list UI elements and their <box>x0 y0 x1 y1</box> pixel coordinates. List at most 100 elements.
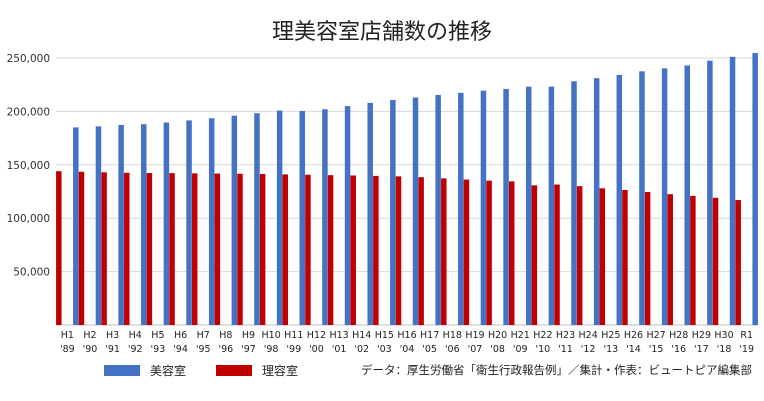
x-tick-label-year: '18 <box>717 344 732 355</box>
x-tick-label-era: H7 <box>197 330 210 341</box>
x-tick-label-year: '11 <box>558 344 573 355</box>
bar-barber <box>622 190 628 325</box>
x-tick-label-year: '05 <box>422 344 437 355</box>
bar-barber <box>191 173 198 325</box>
bar-barber <box>169 173 175 325</box>
bar-barber <box>124 172 130 325</box>
x-tick-label-era: H26 <box>624 330 643 341</box>
x-tick-label-era: H21 <box>511 330 530 341</box>
y-axis-tick-labels: 50,000 100,000 150,000 200,000 250,000 <box>7 53 50 279</box>
bar-barber <box>508 181 515 325</box>
x-tick-label-era: H14 <box>352 330 371 341</box>
x-tick-label-year: '10 <box>536 344 551 355</box>
x-tick-label-year: '12 <box>581 344 596 355</box>
bar-beauty <box>231 115 238 325</box>
bar-barber <box>735 200 741 325</box>
bar-beauty <box>616 74 623 326</box>
y-tick-label: 200,000 <box>7 106 50 118</box>
bar-barber <box>259 173 266 325</box>
bar-barber <box>282 174 289 325</box>
x-tick-label-era: H29 <box>692 330 711 341</box>
x-tick-label-year: '01 <box>332 344 347 355</box>
x-tick-label-year: '07 <box>468 344 483 355</box>
bar-barber <box>531 185 538 325</box>
bar-beauty <box>299 110 306 325</box>
x-tick-label-year: '13 <box>603 344 618 355</box>
y-tick-label: 150,000 <box>7 160 50 172</box>
bar-barber <box>441 178 447 325</box>
bar-barber <box>146 173 153 325</box>
bar-beauty <box>186 120 192 325</box>
x-tick-label-era: H4 <box>129 330 142 341</box>
bar-beauty <box>707 60 713 326</box>
bar-beauty <box>73 127 79 325</box>
legend-swatch-beauty <box>104 365 140 376</box>
x-tick-label-era: H19 <box>465 330 484 341</box>
x-tick-label-era: R1 <box>740 330 753 341</box>
x-tick-label-era: H9 <box>242 330 255 341</box>
x-tick-label-era: H30 <box>714 330 733 341</box>
chart-title: 理美容室店舗数の推移 <box>271 20 492 45</box>
bar-barber <box>486 180 492 325</box>
bar-barber <box>690 195 696 325</box>
x-tick-label-year: '19 <box>739 344 754 355</box>
x-tick-label-era: H6 <box>174 330 187 341</box>
bar-beauty <box>276 110 283 326</box>
x-tick-label-year: '95 <box>196 344 211 355</box>
x-tick-label-year: '02 <box>354 344 369 355</box>
x-tick-label-era: H22 <box>533 330 552 341</box>
bar-barber <box>350 175 356 325</box>
x-tick-label-era: H3 <box>106 330 119 341</box>
bar-beauty <box>163 122 170 325</box>
x-tick-label-era: H25 <box>601 330 620 341</box>
x-tick-label-year: '14 <box>626 344 641 355</box>
x-tick-label-era: H8 <box>219 330 232 341</box>
bar-beauty <box>141 124 147 325</box>
x-tick-label-era: H12 <box>307 330 326 341</box>
x-tick-label-year: '17 <box>694 344 709 355</box>
x-tick-label-year: '08 <box>490 344 505 355</box>
bar-beauty <box>322 109 328 325</box>
bar-beauty <box>208 118 215 325</box>
x-tick-label-era: H15 <box>375 330 394 341</box>
source-note: データ：厚生労働省「衛生行政報告例」／集計・作表：ビュートピア編集部 <box>361 363 752 377</box>
bar-beauty <box>480 90 487 325</box>
bar-barber <box>237 173 243 325</box>
bar-beauty <box>118 124 124 326</box>
x-tick-label-era: H23 <box>556 330 575 341</box>
y-tick-label: 250,000 <box>7 53 50 65</box>
bar-barber <box>214 173 221 325</box>
x-tick-label-year: '04 <box>400 344 415 355</box>
bar-barber <box>418 177 424 325</box>
x-tick-label-year: '89 <box>60 344 75 355</box>
x-tick-label-year: '96 <box>218 344 233 355</box>
bar-barber <box>56 171 62 325</box>
bar-beauty <box>95 126 102 326</box>
x-tick-label-era: H24 <box>579 330 598 341</box>
x-tick-label-era: H28 <box>669 330 688 341</box>
x-tick-label-year: '92 <box>128 344 143 355</box>
bar-barber <box>576 186 583 325</box>
x-tick-label-era: H10 <box>262 330 281 341</box>
x-tick-label-year: '91 <box>105 344 120 355</box>
x-axis-tick-labels: H1 '89 H2 '90 H3 '91 H4 '92 H5 '93 H6 '94 H7 '95 H8 '96… <box>60 330 754 355</box>
x-tick-label-year: '09 <box>513 344 528 355</box>
x-tick-label-era: H13 <box>329 330 348 341</box>
x-tick-label-era: H2 <box>83 330 96 341</box>
legend-item-beauty: 美容室 <box>104 362 186 379</box>
bar-barber <box>78 171 85 325</box>
x-tick-label-year: '94 <box>173 344 188 355</box>
x-tick-label-year: '03 <box>377 344 392 355</box>
bar-beauty <box>525 86 532 325</box>
bar-beauty <box>412 97 419 326</box>
bars <box>56 53 758 326</box>
bar-barber <box>644 192 651 325</box>
bar-barber <box>395 176 402 325</box>
bar-beauty <box>661 68 668 326</box>
x-tick-label-era: H17 <box>420 330 439 341</box>
x-tick-label-year: '90 <box>83 344 98 355</box>
bar-barber <box>712 197 719 325</box>
x-tick-label-year: '97 <box>241 344 256 355</box>
x-tick-label-year: '93 <box>151 344 166 355</box>
